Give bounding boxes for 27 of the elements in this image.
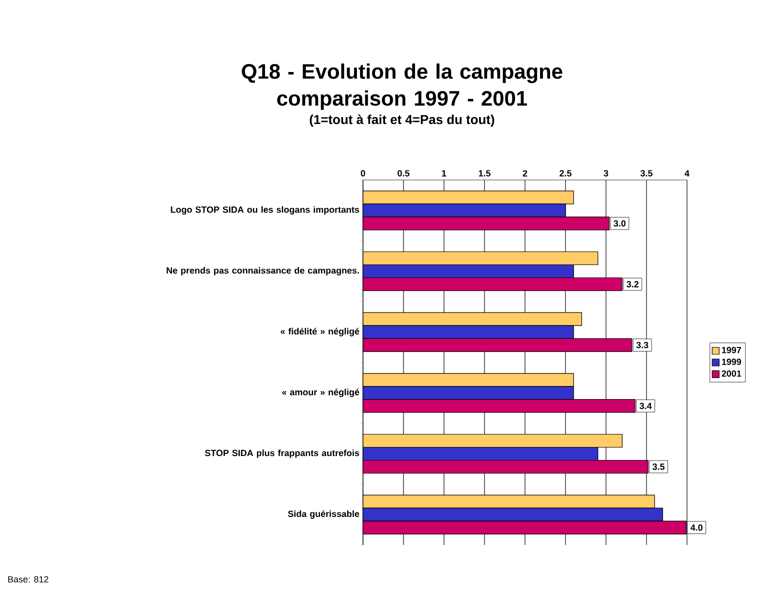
data-label: 3.3: [636, 342, 648, 348]
x-tick-label: 3: [604, 170, 608, 176]
y-tick-label: STOP SIDA plus frappants autrefois: [204, 450, 360, 458]
data-label: 3.5: [652, 464, 665, 470]
legend-label: 1999: [722, 358, 742, 365]
x-tick-label: 2: [522, 170, 528, 176]
x-tick-label: 3.5: [640, 170, 652, 176]
chart-title: Q18 - Evolution de la campagne comparaison 1997 - 2001: [242, 64, 562, 110]
data-label: 3.4: [640, 402, 652, 410]
x-tick-label: 0.5: [398, 170, 410, 176]
x-tick-label: 2.5: [560, 170, 572, 176]
x-tick-label: 0: [360, 170, 366, 176]
data-label: 3.0: [614, 220, 626, 227]
y-tick-label: « fidélité » négligé: [280, 328, 360, 336]
y-tick-label: Sida guérissable: [288, 510, 360, 519]
legend-label: 1997: [722, 346, 742, 354]
legend-label: 2001: [722, 370, 742, 377]
data-label: 4.0: [690, 524, 702, 531]
x-tick-label: 4: [684, 170, 690, 176]
x-tick-label: 1: [442, 170, 446, 176]
data-label: 3.2: [626, 281, 639, 288]
chart-subtitle: (1=tout à fait et 4=Pas du tout): [310, 114, 494, 127]
y-tick-label: Logo STOP SIDA ou les slogans importants: [170, 206, 360, 215]
y-tick-label: Ne prends pas connaissance de campagnes.: [166, 267, 359, 276]
text: Base: 812: [8, 576, 48, 582]
x-tick-label: 1.5: [478, 170, 490, 176]
y-tick-label: « amour » négligé: [282, 388, 360, 398]
